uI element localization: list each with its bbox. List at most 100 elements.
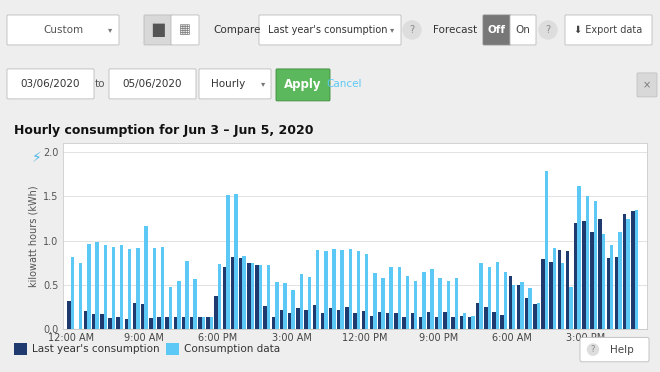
Bar	[365, 254, 368, 329]
Bar	[231, 257, 234, 329]
Bar	[316, 250, 319, 329]
FancyBboxPatch shape	[199, 69, 271, 99]
Bar	[242, 256, 246, 329]
Text: 05/06/2020: 05/06/2020	[122, 79, 182, 89]
Bar	[141, 304, 145, 329]
Bar	[152, 248, 156, 329]
Bar	[332, 248, 336, 329]
Bar	[362, 311, 365, 329]
Bar	[92, 314, 96, 329]
Bar	[108, 318, 112, 329]
Bar	[463, 313, 467, 329]
Text: ▾: ▾	[390, 25, 394, 35]
Bar	[509, 276, 512, 329]
Text: ▾: ▾	[108, 25, 112, 35]
Bar	[259, 266, 262, 329]
Bar	[373, 273, 377, 329]
Bar	[71, 257, 75, 329]
FancyBboxPatch shape	[109, 69, 196, 99]
Bar	[136, 248, 140, 329]
Bar	[169, 287, 172, 329]
Bar	[288, 313, 292, 329]
Bar	[447, 280, 450, 329]
Bar	[403, 317, 406, 329]
Bar	[239, 259, 242, 329]
Text: Help: Help	[610, 344, 634, 355]
Text: Hourly consumption for Jun 3 – Jun 5, 2020: Hourly consumption for Jun 3 – Jun 5, 20…	[14, 124, 314, 137]
Text: Compare: Compare	[213, 25, 261, 35]
Bar	[618, 232, 622, 329]
Bar	[84, 311, 87, 329]
Text: 03/06/2020: 03/06/2020	[20, 79, 80, 89]
Bar	[145, 225, 148, 329]
Bar	[381, 278, 385, 329]
Bar	[578, 186, 581, 329]
Bar	[378, 311, 381, 329]
Text: ×: ×	[643, 80, 651, 90]
Bar	[283, 283, 286, 329]
Bar	[210, 317, 213, 329]
Bar	[476, 303, 479, 329]
Bar	[263, 306, 267, 329]
FancyBboxPatch shape	[580, 337, 649, 362]
Bar	[337, 310, 341, 329]
Bar	[218, 264, 221, 329]
Bar	[590, 232, 594, 329]
Circle shape	[403, 21, 421, 39]
Bar	[430, 269, 434, 329]
Bar	[414, 280, 417, 329]
Bar	[348, 248, 352, 329]
Bar	[444, 312, 447, 329]
Text: ⚡: ⚡	[32, 151, 41, 165]
Bar	[112, 247, 115, 329]
Bar	[484, 307, 488, 329]
Bar	[321, 313, 324, 329]
Text: Forecast: Forecast	[433, 25, 477, 35]
Text: ▇: ▇	[152, 22, 164, 38]
FancyBboxPatch shape	[510, 15, 536, 45]
Bar	[553, 248, 556, 329]
Text: ?: ?	[409, 25, 414, 35]
Bar	[496, 262, 499, 329]
Bar	[324, 251, 327, 329]
Bar	[394, 313, 397, 329]
Bar	[599, 218, 602, 329]
Circle shape	[539, 21, 557, 39]
Bar	[96, 243, 99, 329]
Bar	[275, 282, 279, 329]
Text: Off: Off	[488, 25, 506, 35]
Bar	[370, 316, 373, 329]
Bar	[133, 303, 136, 329]
Bar	[198, 317, 201, 329]
FancyBboxPatch shape	[483, 15, 511, 45]
Bar	[549, 262, 553, 329]
Text: Apply: Apply	[284, 78, 322, 92]
Text: Hourly: Hourly	[211, 79, 245, 89]
Text: ▦: ▦	[179, 23, 191, 36]
Bar	[120, 245, 123, 329]
Bar	[166, 317, 169, 329]
Bar	[504, 272, 508, 329]
Bar	[529, 288, 532, 329]
Text: ?: ?	[591, 345, 595, 354]
Bar	[533, 304, 537, 329]
Text: ?: ?	[545, 25, 550, 35]
Bar	[614, 257, 618, 329]
Bar	[411, 313, 414, 329]
Bar	[329, 308, 332, 329]
Bar	[602, 234, 605, 329]
Bar	[313, 305, 316, 329]
Bar	[190, 317, 193, 329]
FancyBboxPatch shape	[171, 15, 199, 45]
Bar	[161, 247, 164, 329]
Bar	[610, 245, 613, 329]
Bar	[389, 267, 393, 329]
Bar	[541, 259, 544, 329]
Bar	[558, 250, 561, 329]
Bar	[634, 210, 638, 329]
Bar	[149, 318, 152, 329]
FancyBboxPatch shape	[565, 15, 652, 45]
Bar	[201, 317, 205, 329]
Bar	[207, 317, 210, 329]
Bar	[341, 250, 344, 329]
